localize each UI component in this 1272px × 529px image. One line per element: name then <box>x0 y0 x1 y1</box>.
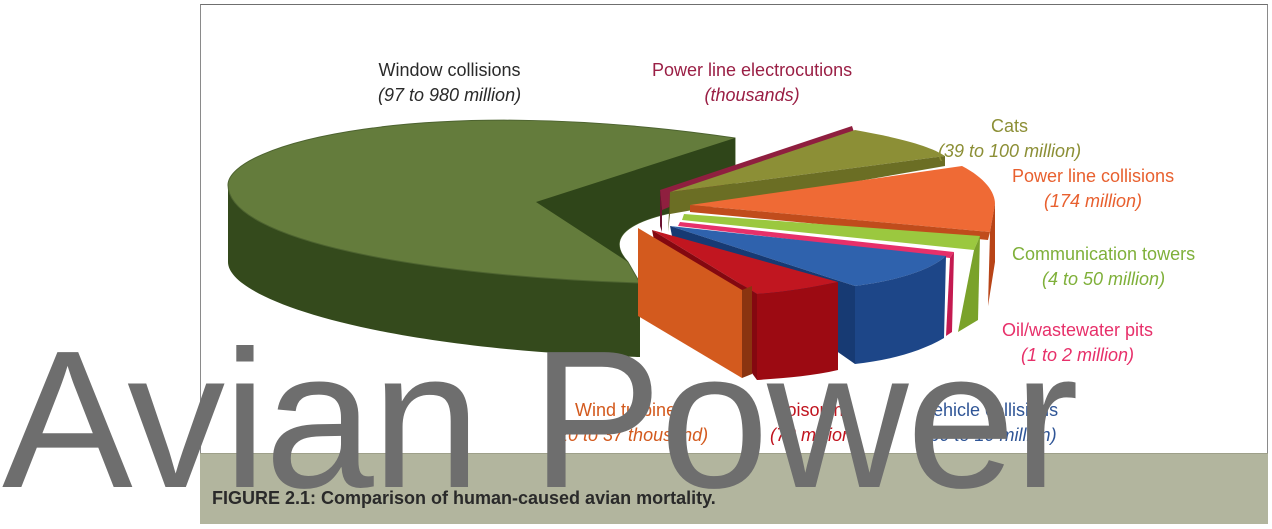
caption-bar <box>200 453 1268 524</box>
label-power-line-collisions: Power line collisions (174 million) <box>1012 166 1175 211</box>
label-communication-towers: Communication towers (4 to 50 million) <box>1012 244 1196 289</box>
label-vehicle-collisions: Vehicle collisions (60 to 10 million) <box>922 400 1059 445</box>
slice-communication-towers <box>682 214 980 332</box>
label-power-line-electrocutions: Power line electrocutions (thousands) <box>652 60 853 105</box>
watermark: Avian Power <box>2 310 1079 529</box>
label-window-collisions: Window collisions (97 to 980 million) <box>378 60 522 105</box>
slice-oil-wastewater-pits <box>678 222 954 336</box>
label-cats: Cats (39 to 100 million) <box>938 116 1082 161</box>
label-oil-wastewater-pits: Oil/wastewater pits (1 to 2 million) <box>1002 320 1154 365</box>
slice-window-collisions <box>227 119 736 357</box>
slice-wind-turbines <box>638 228 752 378</box>
figure-caption: FIGURE 2.1: Comparison of human-caused a… <box>212 488 716 508</box>
label-poisoning: Poisoning (72 million) <box>770 400 859 445</box>
label-wind-turbines: Wind turbines (20 to 37 thousand) <box>552 400 709 445</box>
